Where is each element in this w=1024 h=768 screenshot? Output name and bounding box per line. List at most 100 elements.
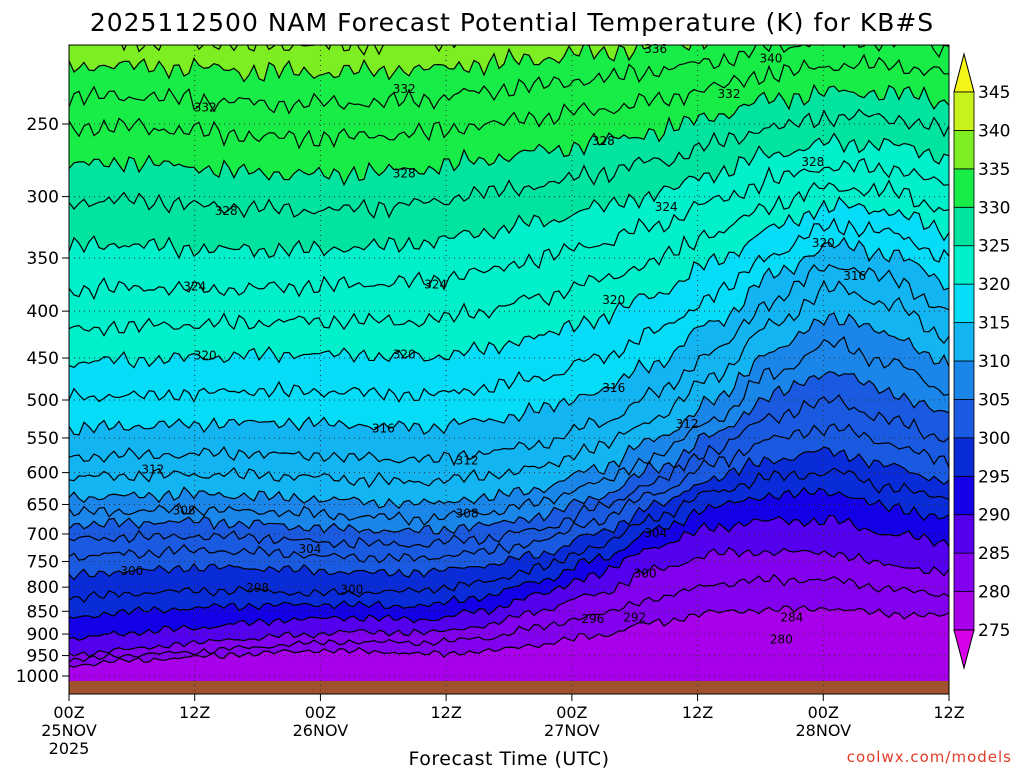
colorbar-box-335	[953, 130, 975, 170]
isentrope-336	[69, 45, 709, 83]
y-tick-label-300: 300	[27, 188, 59, 208]
contour-label-324: 324	[424, 277, 447, 291]
x-tick-date-48: 27NOV	[544, 721, 600, 740]
contour-label-324: 324	[655, 200, 678, 214]
contour-label-284: 284	[780, 610, 803, 624]
colorbar-label-325: 325	[978, 237, 1010, 257]
y-tick-label-800: 800	[27, 578, 59, 598]
colorbar-box-290	[953, 475, 975, 516]
contour-label-332: 332	[194, 101, 217, 115]
colorbar-box-310	[953, 322, 975, 362]
isentrope-308	[69, 335, 949, 526]
x-tick-label-60: 12Z	[682, 703, 713, 722]
contour-label-316: 316	[602, 381, 625, 395]
contour-label-312: 312	[456, 453, 479, 467]
contour-label-316: 316	[843, 269, 866, 283]
ground-surface	[69, 681, 949, 694]
contour-label-340: 340	[759, 51, 782, 65]
y-tick-label-700: 700	[27, 525, 59, 545]
colorbar: 275 280 285 290 295 300 305 310 315 320 325 330 335 3…	[953, 52, 1010, 670]
colorbar-label-305: 305	[978, 390, 1010, 410]
contour-label-304: 304	[644, 526, 667, 540]
isentrope-314	[69, 263, 949, 467]
isentrope-302	[69, 423, 949, 564]
isentrope-300	[69, 446, 949, 581]
y-tick-label-900: 900	[27, 625, 59, 645]
contour-label-280: 280	[770, 632, 793, 646]
y-tick-label-450: 450	[27, 349, 59, 369]
x-tick-label-72: 00Z	[808, 703, 839, 722]
y-tick-label-850: 850	[27, 602, 59, 622]
x-tick-label-0: 00Z	[53, 703, 84, 722]
colorbar-box-285	[953, 514, 975, 554]
y-tick-label-750: 750	[27, 552, 59, 572]
plot-frame	[68, 44, 950, 695]
colorbar-box-320	[953, 245, 975, 285]
y-tick-label-350: 350	[27, 249, 59, 269]
credit-link[interactable]: coolwx.com/models	[847, 748, 1012, 766]
colorbar-label-335: 335	[978, 160, 1010, 180]
colorbar-label-290: 290	[978, 506, 1010, 526]
contour-label-328: 328	[801, 155, 824, 169]
x-axis-label: Forecast Time (UTC)	[409, 748, 610, 768]
colorbar-label-310: 310	[978, 352, 1010, 372]
colorbar-box-275	[953, 591, 975, 631]
colorbar-label-330: 330	[978, 198, 1010, 218]
isentrope-334	[69, 45, 949, 115]
y-tick-label-400: 400	[27, 302, 59, 322]
contour-label-332: 332	[718, 87, 741, 101]
y-tick-label-250: 250	[27, 115, 59, 135]
contour-label-324: 324	[183, 280, 206, 294]
x-tick-label-84: 12Z	[933, 703, 964, 722]
colorbar-box-315	[953, 283, 975, 323]
isentrope-326	[69, 132, 949, 260]
y-tick-label-500: 500	[27, 391, 59, 411]
potential-temperature-field	[69, 45, 949, 685]
contour-label-312: 312	[141, 462, 164, 476]
x-tick-date-24: 26NOV	[293, 721, 349, 740]
colorbar-label-300: 300	[978, 429, 1010, 449]
colorbar-cap-bottom	[953, 629, 975, 670]
colorbar-box-330	[953, 168, 975, 208]
colorbar-label-285: 285	[978, 544, 1010, 564]
contour-label-320: 320	[812, 236, 835, 250]
isentrope-338	[69, 45, 584, 56]
x-tick-year-0: 2025	[49, 739, 90, 758]
colorbar-cap-top	[953, 52, 975, 93]
y-axis: 250 300 350 400 450 500 550 600 650 700 750 800 850 9…	[16, 115, 69, 687]
isentrope-contours	[69, 45, 949, 668]
isentrope-324	[69, 157, 949, 301]
x-tick-label-48: 00Z	[556, 703, 587, 722]
colorbar-label-345: 345	[978, 83, 1010, 103]
x-tick-label-24: 00Z	[305, 703, 336, 722]
contour-label-336: 336	[644, 42, 667, 56]
field-band-336	[69, 45, 708, 82]
contour-label-308: 308	[456, 507, 479, 521]
contour-label-304: 304	[298, 542, 321, 556]
contour-label-298: 298	[246, 581, 269, 595]
y-tick-label-950: 950	[27, 647, 59, 667]
contour-label-300: 300	[120, 564, 143, 578]
contour-label-292: 292	[623, 610, 646, 624]
isentrope-316	[69, 236, 949, 436]
isentrope-304	[69, 394, 949, 549]
contour-label-328: 328	[215, 204, 238, 218]
isentrope-284	[69, 573, 949, 663]
isentrope-298	[69, 467, 949, 604]
isentrope-292	[69, 514, 949, 641]
colorbar-label-280: 280	[978, 583, 1010, 603]
contour-label-320: 320	[602, 293, 625, 307]
isentrope-296	[69, 486, 949, 619]
x-tick-label-12: 12Z	[179, 703, 210, 722]
colorbar-box-295	[953, 437, 975, 477]
y-tick-label-650: 650	[27, 495, 59, 515]
contour-label-332: 332	[393, 82, 416, 96]
y-tick-label-1000: 1000	[16, 667, 59, 687]
isentrope-288	[69, 546, 949, 658]
isentrope-318	[69, 217, 949, 403]
isentrope-328	[69, 108, 949, 219]
isentrope-280	[69, 604, 949, 668]
contour-label-328: 328	[592, 134, 615, 148]
y-tick-label-550: 550	[27, 429, 59, 449]
